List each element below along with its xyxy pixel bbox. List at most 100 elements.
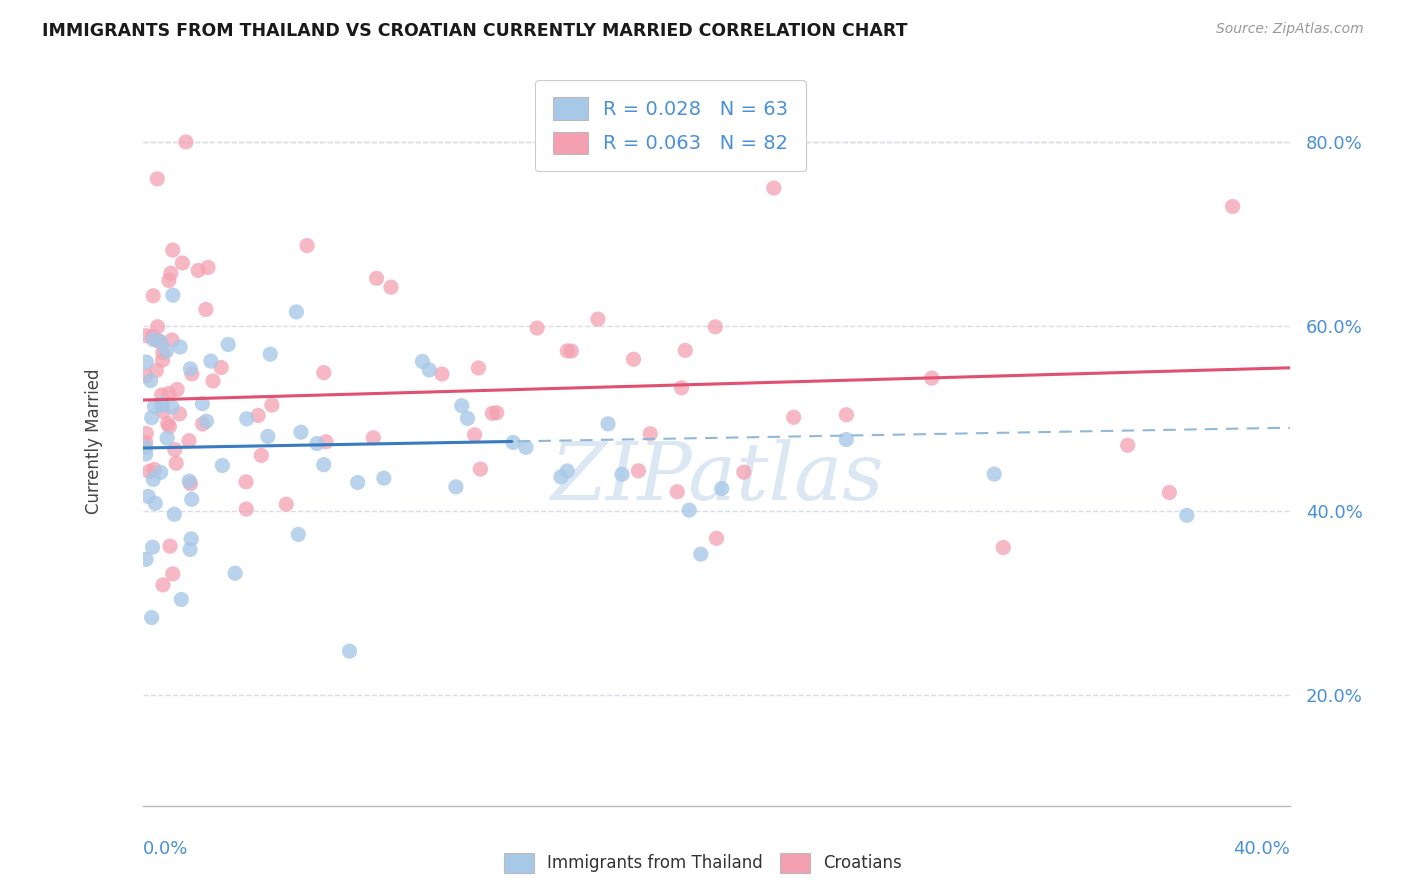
Point — [835, 408, 858, 422]
Point — [481, 406, 503, 420]
Point — [135, 552, 157, 566]
Point — [146, 319, 169, 334]
Point — [733, 465, 755, 479]
Point — [136, 489, 159, 503]
Point — [135, 328, 157, 343]
Point — [247, 409, 270, 423]
Point — [135, 441, 157, 455]
Point — [555, 343, 578, 358]
Point — [366, 271, 388, 285]
Point — [287, 527, 309, 541]
Point — [157, 419, 180, 434]
Point — [162, 288, 184, 302]
Point — [673, 343, 696, 358]
Text: Source: ZipAtlas.com: Source: ZipAtlas.com — [1216, 22, 1364, 37]
Point — [224, 566, 246, 581]
Point — [315, 434, 337, 449]
Point — [159, 539, 181, 553]
Point — [187, 263, 209, 277]
Point — [179, 476, 201, 491]
Point — [835, 433, 858, 447]
Point — [191, 417, 214, 431]
Point — [195, 414, 218, 428]
Point — [150, 388, 173, 402]
Point — [259, 347, 281, 361]
Point — [295, 238, 318, 252]
Point — [339, 644, 361, 658]
Point — [993, 541, 1015, 555]
Point — [143, 462, 166, 476]
Point — [550, 470, 572, 484]
Y-axis label: Currently Married: Currently Married — [86, 368, 103, 515]
Point — [135, 368, 157, 383]
Point — [678, 503, 700, 517]
Point — [706, 532, 728, 546]
Point — [217, 337, 239, 351]
Point — [143, 400, 166, 414]
Point — [526, 321, 548, 335]
Point — [165, 456, 187, 470]
Point — [1159, 485, 1181, 500]
Point — [148, 334, 170, 349]
Point — [149, 334, 172, 349]
Point — [710, 482, 733, 496]
Point — [177, 434, 200, 448]
Point — [146, 171, 169, 186]
Point — [921, 371, 943, 385]
Point — [235, 475, 257, 489]
Point — [135, 355, 157, 369]
Point — [197, 260, 219, 275]
Point — [250, 449, 273, 463]
Point — [782, 410, 804, 425]
Point — [1222, 199, 1244, 213]
Point — [762, 181, 785, 195]
Point — [312, 458, 335, 472]
Point — [145, 363, 167, 377]
Point — [180, 492, 202, 507]
Point — [363, 431, 385, 445]
Legend: Immigrants from Thailand, Croatians: Immigrants from Thailand, Croatians — [498, 847, 908, 880]
Point — [515, 441, 537, 455]
Legend: R = 0.028   N = 63, R = 0.063   N = 82: R = 0.028 N = 63, R = 0.063 N = 82 — [536, 80, 806, 171]
Point — [689, 547, 711, 561]
Point — [162, 566, 184, 581]
Point — [146, 333, 169, 347]
Point — [139, 374, 162, 388]
Point — [179, 542, 201, 557]
Point — [191, 396, 214, 410]
Point — [135, 447, 157, 461]
Point — [142, 333, 165, 347]
Point — [141, 410, 163, 425]
Point — [450, 399, 472, 413]
Point — [418, 363, 440, 377]
Point — [638, 426, 661, 441]
Point — [172, 256, 194, 270]
Point — [156, 431, 179, 445]
Point — [276, 497, 298, 511]
Point — [142, 289, 165, 303]
Point — [157, 273, 180, 287]
Point — [305, 436, 328, 450]
Point — [142, 540, 165, 554]
Point — [211, 458, 233, 473]
Point — [380, 280, 402, 294]
Point — [983, 467, 1005, 481]
Text: 0.0%: 0.0% — [143, 840, 188, 858]
Point — [623, 352, 645, 367]
Point — [180, 532, 202, 546]
Point — [141, 610, 163, 624]
Point — [152, 578, 174, 592]
Point — [150, 398, 173, 412]
Point — [142, 472, 165, 486]
Point — [155, 344, 177, 359]
Point — [194, 302, 217, 317]
Point — [430, 367, 453, 381]
Point — [142, 329, 165, 343]
Point — [467, 361, 489, 376]
Point — [470, 462, 492, 476]
Point — [560, 343, 582, 358]
Point — [209, 360, 232, 375]
Point — [179, 474, 201, 488]
Point — [373, 471, 395, 485]
Point — [156, 417, 179, 431]
